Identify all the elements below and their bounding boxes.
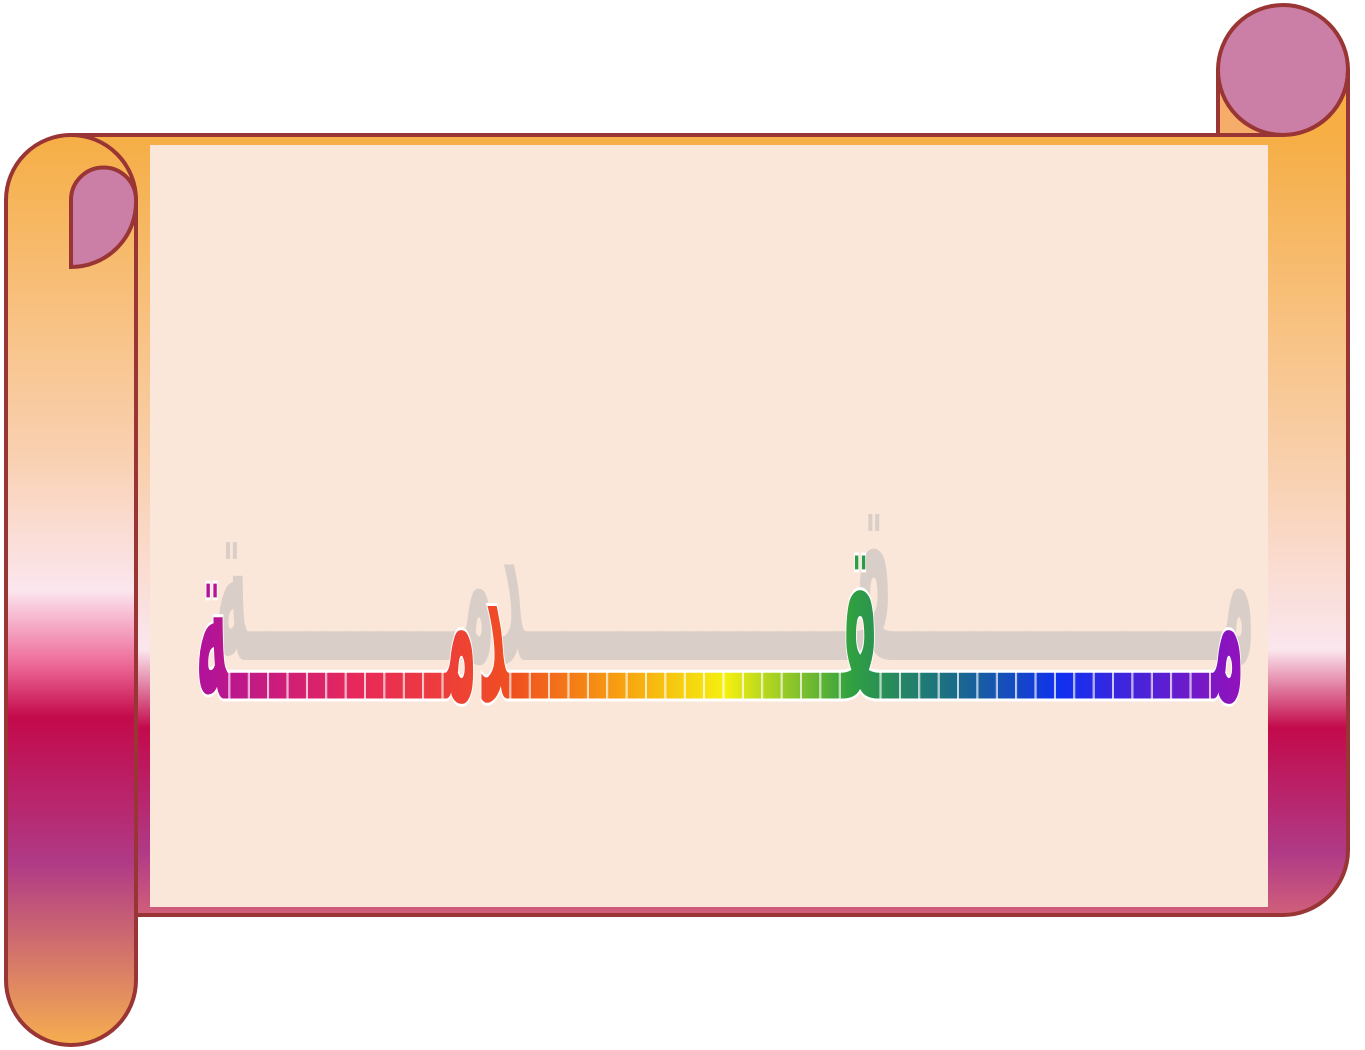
slide: مـــــــــــــــــقـــــــــــــــــدمــ… [0, 0, 1365, 1050]
title: مـــــــــــــــــقـــــــــــــــــدمــ… [195, 488, 1245, 755]
page: {"title": "مـــــــــــــــــقــــــــــ… [0, 0, 1365, 1050]
scroll-roll [6, 135, 136, 1045]
